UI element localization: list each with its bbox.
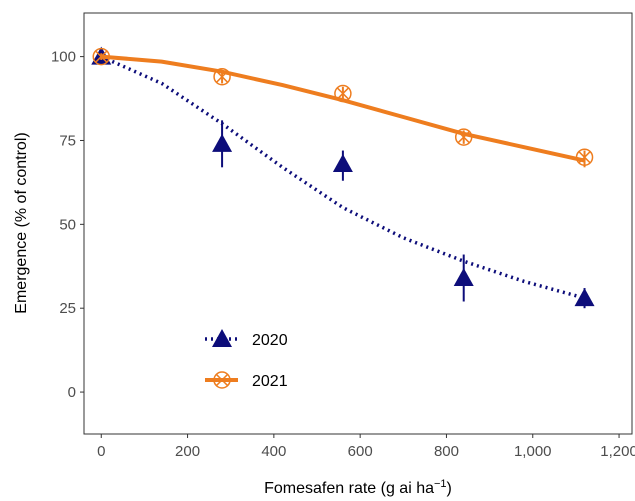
data-point xyxy=(212,133,233,152)
y-axis-title: Emergence (% of control) xyxy=(13,132,30,313)
legend-key-2020 xyxy=(205,329,238,347)
legend-item-2020: 2020 xyxy=(205,329,288,349)
y-tick-label: 0 xyxy=(68,384,76,401)
data-point xyxy=(574,288,595,307)
legend-key-2021 xyxy=(205,371,238,389)
y-tick-label: 75 xyxy=(59,132,76,149)
x-tick-label: 1,200 xyxy=(600,443,635,460)
data-point xyxy=(334,84,352,103)
legend: 2020 2021 xyxy=(205,329,288,390)
data-point xyxy=(575,148,594,166)
fit-line-2020 xyxy=(100,55,585,300)
data-point xyxy=(92,47,111,66)
x-tick-label: 0 xyxy=(97,443,105,460)
legend-marker-2021 xyxy=(213,371,231,389)
x-tick-label: 200 xyxy=(175,443,200,460)
data-point xyxy=(332,153,353,172)
x-tick-label: 800 xyxy=(434,443,459,460)
legend-label-2021: 2021 xyxy=(252,373,288,390)
y-tick-label: 25 xyxy=(59,300,76,317)
data-point xyxy=(454,128,473,146)
y-tick-label: 100 xyxy=(51,49,76,66)
legend-item-2021: 2021 xyxy=(205,371,288,390)
y-axis-ticks: 0 25 50 75 100 xyxy=(51,49,84,401)
legend-label-2020: 2020 xyxy=(252,332,288,349)
data-point xyxy=(453,268,474,287)
y-tick-label: 50 xyxy=(59,216,76,233)
x-axis-title: Fomesafen rate (g ai ha−1) xyxy=(264,478,452,497)
series-layer xyxy=(91,46,595,309)
data-point xyxy=(213,67,231,86)
x-tick-label: 400 xyxy=(261,443,286,460)
x-tick-label: 600 xyxy=(348,443,373,460)
plot-panel xyxy=(83,12,633,435)
legend-marker-2020 xyxy=(212,329,232,347)
x-tick-label: 1,000 xyxy=(514,443,552,460)
x-axis-ticks: 0 200 400 600 800 1,000 1,200 xyxy=(97,434,635,460)
series-2021 xyxy=(92,47,594,168)
